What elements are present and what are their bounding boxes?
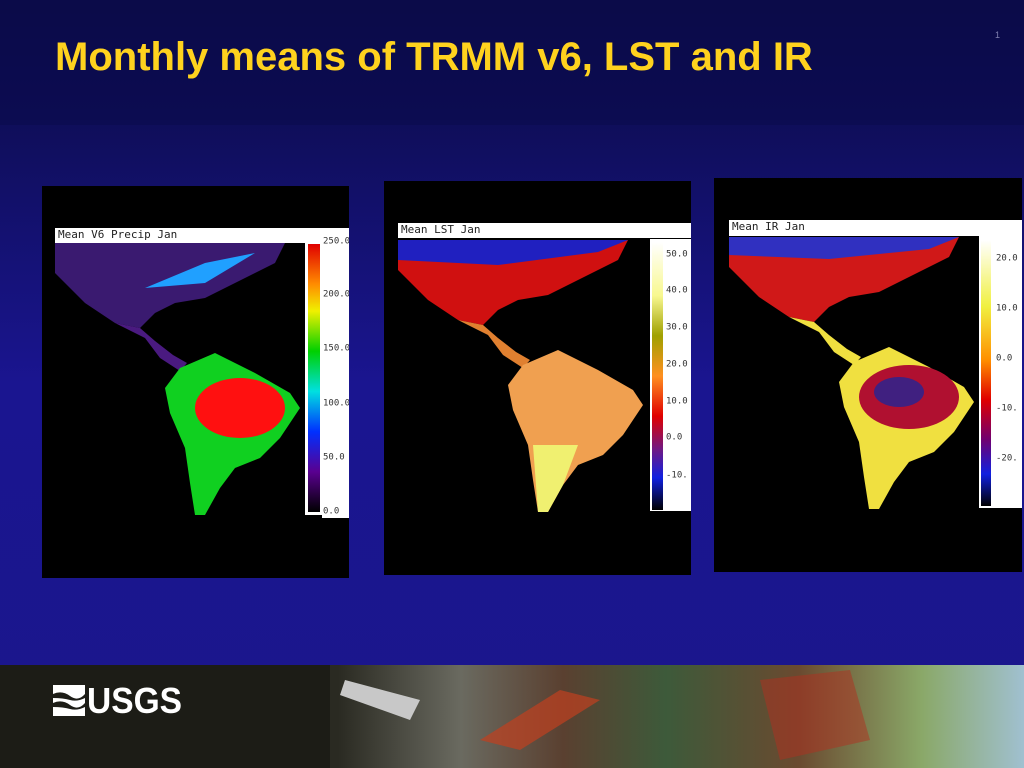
colorbar-label: 20.0 (996, 254, 1018, 264)
colorbar-label: 100.0 (323, 399, 350, 409)
map (398, 240, 643, 512)
colorbar-label: -10. (666, 471, 688, 481)
footer: USGS (0, 665, 1024, 768)
map (55, 243, 300, 515)
colorbar-label: 200.0 (323, 290, 350, 300)
colorbar-label: 50.0 (666, 250, 688, 260)
page-number: 1 (995, 30, 1000, 40)
colorbar-label: 40.0 (666, 286, 688, 296)
panel-title: Mean LST Jan (401, 223, 480, 236)
colorbar-label: 0.0 (996, 354, 1012, 364)
colorbar-label: 0.0 (323, 507, 339, 517)
slide-title: Monthly means of TRMM v6, LST and IR (55, 35, 813, 79)
panel-title: Mean V6 Precip Jan (58, 228, 177, 241)
panel-precip: Mean V6 Precip Jan 250.0 200.0 150.0 100… (42, 186, 350, 578)
panel-ir: Mean IR Jan 20.0 10.0 0.0 -10. -20. (714, 178, 1022, 572)
panel-lst: Mean LST Jan 50.0 40.0 30.0 20.0 10.0 0.… (384, 181, 691, 575)
usgs-logo: USGS (87, 680, 182, 721)
colorbar-label: -20. (996, 454, 1018, 464)
map (729, 237, 974, 509)
colorbar-label: 50.0 (323, 453, 345, 463)
colorbar-label: -10. (996, 404, 1018, 414)
colorbar-label: 20.0 (666, 360, 688, 370)
colorbar-label: 10.0 (996, 304, 1018, 314)
colorbar-label: 250.0 (323, 237, 350, 247)
panel-title: Mean IR Jan (732, 220, 805, 233)
colorbar-label: 0.0 (666, 433, 682, 443)
usgs-logo-icon (53, 685, 85, 716)
colorbar-label: 150.0 (323, 344, 350, 354)
colorbar-label: 30.0 (666, 323, 688, 333)
title-band (0, 0, 1024, 125)
colorbar-label: 10.0 (666, 397, 688, 407)
